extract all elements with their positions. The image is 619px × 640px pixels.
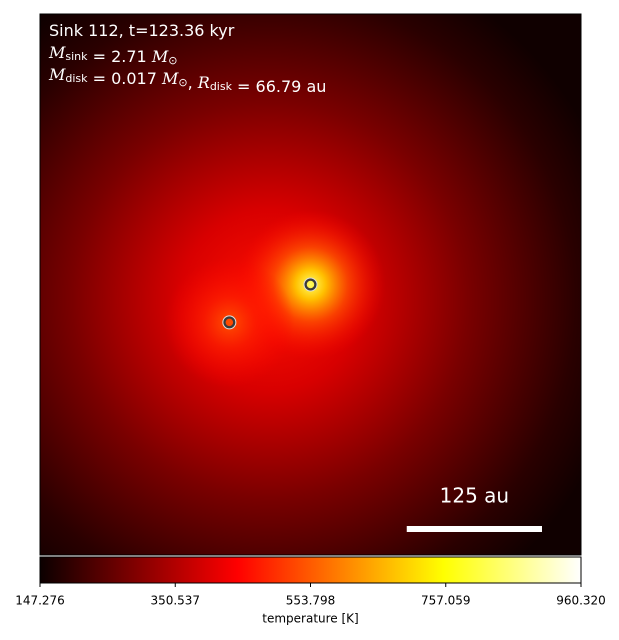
annotation-text: = 0.017: [88, 69, 162, 88]
annotation-text: M: [48, 65, 66, 84]
annotation: Sink 112, t=123.36 kyr: [49, 21, 235, 40]
annotation-sub: disk: [65, 72, 88, 85]
sink-outline: [222, 315, 237, 330]
annotation-text: R: [197, 73, 210, 92]
image: [40, 14, 581, 555]
scale-bar: [406, 526, 542, 532]
annotation-text: = 2.71: [88, 47, 152, 66]
annotation-text: M: [48, 43, 66, 62]
sink: [223, 316, 236, 329]
annotation-text: M: [151, 47, 169, 66]
sink-glow: [164, 257, 295, 388]
annotation-sub: sink: [65, 50, 88, 63]
sink: [304, 278, 317, 291]
annotation-sub: ⊙: [168, 54, 177, 67]
scale-bar-label: 125 au: [440, 484, 509, 508]
annotation-text: Sink 112, t=123.36 kyr: [49, 21, 235, 40]
annotation: Msink = 2.71 M⊙: [48, 43, 177, 68]
annotation-text: ,: [188, 73, 198, 92]
annotation-sub: ⊙: [178, 76, 187, 89]
colorbar: [39, 556, 582, 584]
colorbar-tick-label: 757.059: [421, 594, 471, 608]
colorbar-tick-label: 147.276: [15, 594, 65, 608]
colorbar-tick-label: 960.320: [556, 594, 606, 608]
annotation-sub: disk: [210, 80, 233, 93]
frame: [39, 13, 582, 556]
colorbar-tick-label: 553.798: [286, 594, 336, 608]
colorbar-label: temperature [K]: [262, 612, 358, 626]
annotation: Mdisk = 0.017 M⊙, Rdisk = 66.79 au: [48, 65, 326, 96]
annotation-text: M: [161, 69, 179, 88]
sink-outline: [303, 277, 318, 292]
colorbar-tick-label: 350.537: [150, 594, 200, 608]
annotation-text: = 66.79 au: [232, 77, 326, 96]
